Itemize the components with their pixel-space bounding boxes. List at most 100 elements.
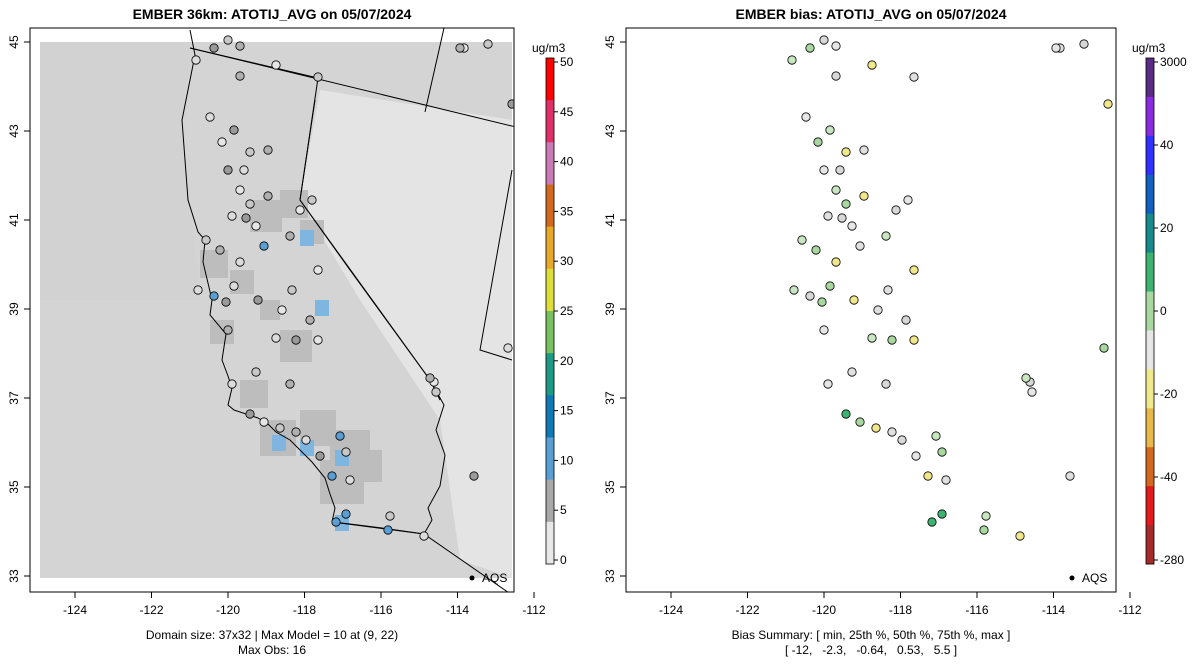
station-marker	[241, 213, 251, 223]
station-marker	[341, 447, 351, 457]
colorbar-segment	[546, 311, 554, 354]
bias-marker	[817, 297, 827, 307]
bias-marker	[923, 471, 933, 481]
bias-marker	[937, 509, 947, 519]
station-marker	[313, 335, 323, 345]
bias-marker	[841, 409, 851, 419]
x-tick-label: -122	[139, 603, 163, 617]
bias-marker	[831, 257, 841, 267]
bias-marker	[835, 165, 845, 175]
bias-marker	[909, 335, 919, 345]
y-tick-label: 39	[7, 302, 21, 316]
station-marker	[469, 471, 479, 481]
colorbar-segment	[1146, 291, 1154, 331]
y-tick-label: 45	[7, 35, 21, 49]
x-tick-label: -120	[812, 603, 836, 617]
bias-marker	[819, 325, 829, 335]
right-colorbar: ug/m3 3000 40 20 0 -20 -40 -280	[1132, 41, 1187, 567]
station-marker	[253, 295, 263, 305]
right-panel-title: EMBER bias: ATOTIJ_AVG on 05/07/2024	[735, 6, 1007, 22]
bias-marker	[871, 423, 881, 433]
bias-marker	[881, 379, 891, 389]
colorbar-tick-label: -280	[1160, 553, 1184, 567]
y-tick-label: 43	[7, 124, 21, 138]
colorbar-segment	[546, 479, 554, 523]
station-marker	[301, 435, 311, 445]
y-tick-label: 43	[603, 124, 617, 138]
bias-marker	[1027, 387, 1037, 397]
model-grid	[40, 42, 512, 578]
bias-marker	[1065, 471, 1075, 481]
x-tick-label: -120	[216, 603, 240, 617]
x-tick-label: -112	[522, 603, 545, 617]
colorbar-segment	[1146, 252, 1154, 293]
colorbar-segment	[1146, 58, 1154, 98]
colorbar-segment	[1146, 447, 1154, 487]
station-marker	[263, 191, 273, 201]
bias-marker	[909, 72, 919, 82]
station-marker	[239, 165, 249, 175]
bias-marker	[855, 241, 865, 251]
left-map-frame	[29, 27, 515, 593]
station-marker	[291, 427, 301, 437]
colorbar-tick-label: 40	[560, 155, 574, 169]
bias-marker	[825, 281, 835, 291]
station-marker	[191, 55, 201, 65]
bias-marker	[805, 43, 815, 53]
bias-marker	[887, 335, 897, 345]
colorbar-tick-label: 10	[560, 453, 574, 467]
colorbar-segment	[1146, 174, 1154, 215]
colorbar-segment	[546, 184, 554, 228]
station-marker	[209, 291, 219, 301]
bias-marker	[883, 285, 893, 295]
colorbar-tick-label: 40	[1160, 138, 1174, 152]
colorbar-tick-label: 35	[560, 204, 574, 218]
right-map-frame	[625, 27, 1117, 593]
left-colorbar-unit: ug/m3	[532, 41, 566, 55]
station-marker	[327, 471, 337, 481]
right-y-ticks: 45 43 41 39 37 35 33	[603, 35, 626, 583]
bias-marker	[937, 447, 947, 457]
x-tick-label: -118	[889, 603, 912, 617]
colorbar-tick-label: 15	[560, 404, 574, 418]
station-markers	[191, 35, 514, 541]
left-panel-title: EMBER 36km: ATOTIJ_AVG on 05/07/2024	[132, 6, 412, 22]
station-marker	[503, 343, 513, 353]
station-marker	[483, 39, 493, 49]
station-marker	[331, 517, 341, 527]
x-tick-label: -124	[659, 603, 683, 617]
colorbar-segment	[546, 521, 554, 565]
state-boundaries	[778, 28, 1116, 595]
bias-marker	[831, 71, 841, 81]
station-marker	[305, 315, 315, 325]
bias-marker	[837, 213, 847, 223]
station-marker	[287, 285, 297, 295]
bias-marker	[931, 431, 941, 441]
colorbar-segment	[546, 142, 554, 185]
right-caption-line2: [ -12, -2.3, -0.64, 0.53, 5.5 ]	[784, 643, 958, 657]
station-marker	[215, 245, 225, 255]
right-x-ticks: -124 -122 -120 -118 -116 -114 -112	[659, 592, 1142, 617]
x-tick-label: -112	[1118, 603, 1141, 617]
bias-marker	[823, 379, 833, 389]
bias-marker	[811, 245, 821, 255]
station-marker	[259, 417, 269, 427]
colorbar-segment	[546, 100, 554, 143]
colorbar-tick-label: 5	[560, 503, 567, 517]
bias-marker	[867, 333, 877, 343]
station-marker	[425, 373, 435, 383]
left-colorbar: ug/m3 0 5 10 15 20 25 30 35 40 45 50	[532, 41, 574, 567]
bias-marker	[911, 451, 921, 461]
station-marker	[217, 137, 227, 147]
station-marker	[313, 72, 323, 82]
right-caption-line1: Bias Summary: [ min, 25th %, 50th %, 75t…	[731, 628, 1011, 642]
bias-marker	[849, 295, 859, 305]
bias-marker	[841, 147, 851, 157]
y-tick-label: 35	[7, 480, 21, 494]
x-tick-label: -116	[369, 603, 392, 617]
station-marker	[307, 195, 317, 205]
left-x-ticks: -124 -122 -120 -118 -116 -114 -112	[63, 592, 546, 617]
colorbar-tick-label: -20	[1160, 387, 1178, 401]
bias-marker	[787, 55, 797, 65]
